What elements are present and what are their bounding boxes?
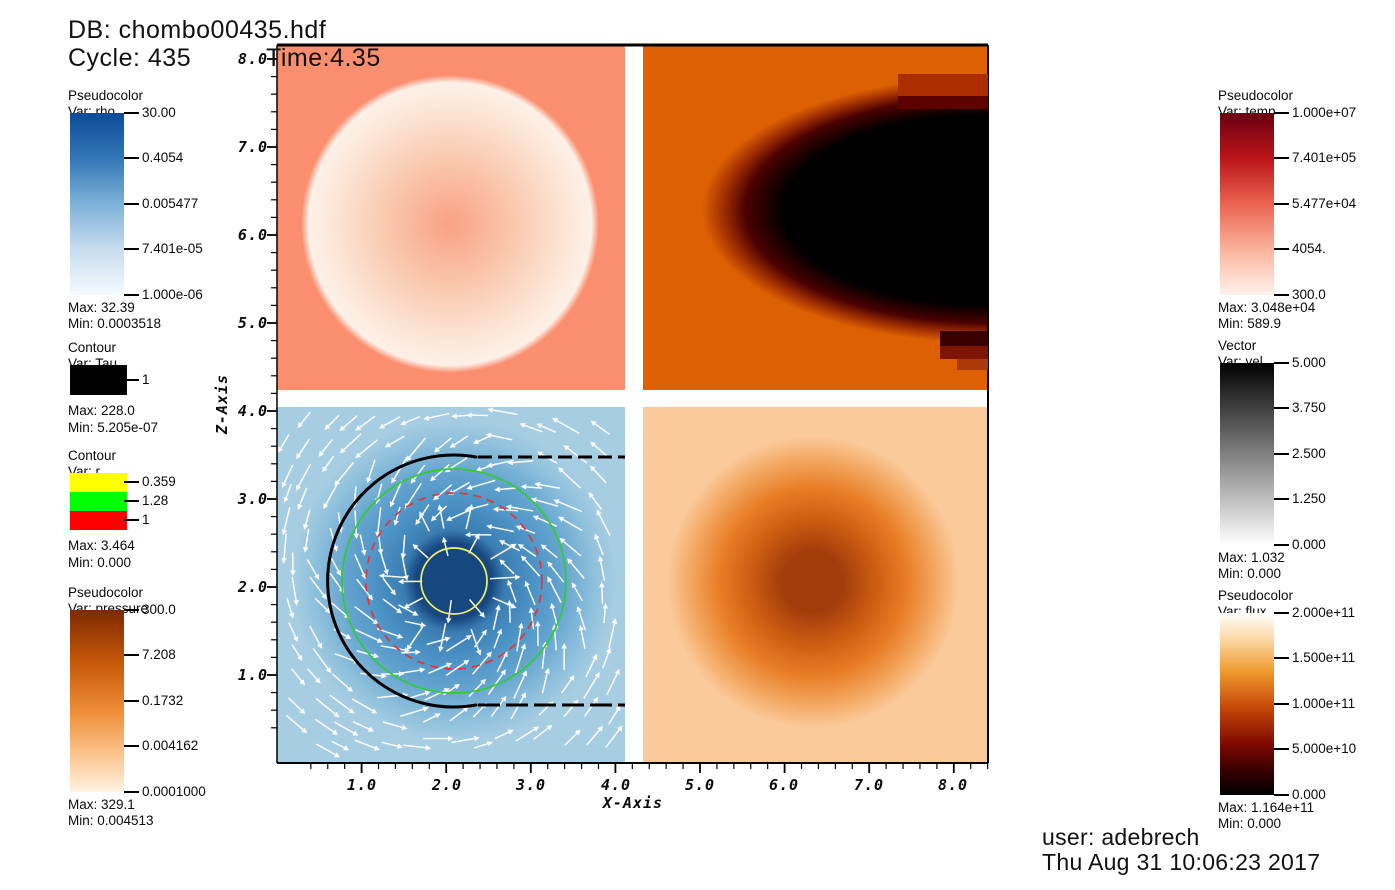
colorbar-tick: 2.500 xyxy=(1274,446,1326,461)
z-tick-label: 7.0 xyxy=(237,138,268,156)
legend-max: Max: 3.048e+04 xyxy=(1218,300,1316,315)
z-axis-title: Z-Axis xyxy=(213,373,231,435)
quadrant-top-right-flux-slice[interactable] xyxy=(643,45,988,390)
x-tick-label: 7.0 xyxy=(853,776,885,794)
contour-tick: 0.359 xyxy=(124,474,176,489)
legend-min: Min: 0.000 xyxy=(1218,566,1282,581)
colorbar-tick: 5.000 xyxy=(1274,355,1326,370)
x-tick-label: 1.0 xyxy=(346,776,378,794)
legend-type: Pseudocolor xyxy=(68,88,144,103)
colorbar-tick: 0.000 xyxy=(1274,787,1326,802)
z-tick-label: 2.0 xyxy=(237,578,268,596)
contour-swatch-red xyxy=(70,511,127,530)
colorbar-tick: 0.005477 xyxy=(124,196,198,211)
legend-type: Contour xyxy=(68,340,117,355)
colorbar-rho xyxy=(70,113,124,295)
z-tick-label: 4.0 xyxy=(237,402,268,420)
z-tick-label: 5.0 xyxy=(237,314,268,332)
time-label: Time:4.35 xyxy=(266,44,381,72)
colorbar-tick: 0.0001000 xyxy=(124,784,206,799)
colorbar-tick: 0.1732 xyxy=(124,693,183,708)
timestamp-label: Thu Aug 31 10:06:23 2017 xyxy=(1042,849,1321,875)
contour-tick: 1 xyxy=(124,372,150,387)
database-title: DB: chombo00435.hdf xyxy=(68,16,327,44)
x-tick-label: 2.0 xyxy=(431,776,463,794)
z-tick-label: 6.0 xyxy=(237,226,268,244)
colorbar-tick: 1.500e+11 xyxy=(1274,650,1355,665)
legend-max: Max: 1.164e+11 xyxy=(1218,800,1315,815)
x-tick-label: 3.0 xyxy=(515,776,547,794)
colorbar-tick: 300.0 xyxy=(124,602,176,617)
legend-type: Pseudocolor xyxy=(1218,588,1294,603)
x-tick-label: 6.0 xyxy=(768,776,800,794)
colorbar-tick: 3.750 xyxy=(1274,400,1326,415)
contour-tick: 1.28 xyxy=(124,493,168,508)
x-tick-label: 8.0 xyxy=(937,776,969,794)
quadrant-bottom-right-pressure-slice[interactable] xyxy=(643,407,988,763)
legend-max: Max: 1.032 xyxy=(1218,550,1285,565)
colorbar-tick: 2.000e+11 xyxy=(1274,605,1355,620)
colorbar-flux xyxy=(1220,613,1274,795)
colorbar-tick: 5.477e+04 xyxy=(1274,196,1356,211)
z-tick-label: 3.0 xyxy=(237,490,268,508)
contour-swatch-yellow xyxy=(70,473,127,492)
legend-type: Pseudocolor xyxy=(1218,88,1294,103)
legend-max: Max: 228.0 xyxy=(68,403,135,418)
legend-min: Min: 0.000 xyxy=(68,555,132,570)
colorbar-tick: 300.0 xyxy=(1274,287,1326,302)
legend-type: Pseudocolor xyxy=(68,585,144,600)
colorbar-tick: 0.4054 xyxy=(124,150,183,165)
quadrant-top-left-temp-slice[interactable] xyxy=(277,45,625,390)
colorbar-vel xyxy=(1220,363,1274,545)
colorbar-tick: 7.208 xyxy=(124,647,176,662)
user-label: user: adebrech xyxy=(1042,824,1200,850)
colorbar-tick: 30.00 xyxy=(124,105,176,120)
colorbar-tick: 7.401e-05 xyxy=(124,241,203,256)
z-tick-label: 1.0 xyxy=(237,666,268,684)
colorbar-tick: 5.000e+10 xyxy=(1274,741,1356,756)
legend-type: Vector xyxy=(1218,338,1257,353)
colorbar-pressure xyxy=(70,610,124,792)
x-axis-title: X-Axis xyxy=(602,794,664,812)
colorbar-tick: 1.000e-06 xyxy=(124,287,203,302)
colorbar-temp xyxy=(1220,113,1274,295)
colorbar-tick: 1.000e+11 xyxy=(1274,696,1355,711)
quadrant-bottom-left-rho-slice[interactable] xyxy=(277,407,625,763)
legend-min: Min: 0.004513 xyxy=(68,813,154,828)
contour-swatch-tau xyxy=(70,365,127,395)
x-tick-label: 5.0 xyxy=(684,776,716,794)
legend-max: Max: 329.1 xyxy=(68,797,135,812)
legend-min: Min: 5.205e-07 xyxy=(68,420,159,435)
colorbar-tick: 1.000e+07 xyxy=(1274,105,1356,120)
legend-max: Max: 32.39 xyxy=(68,300,135,315)
cycle-label: Cycle: 435 xyxy=(68,44,192,72)
colorbar-tick: 4054. xyxy=(1274,241,1326,256)
colorbar-tick: 7.401e+05 xyxy=(1274,150,1356,165)
z-tick-label: 8.0 xyxy=(237,50,268,68)
contour-swatch-green xyxy=(70,492,127,511)
legend-min: Min: 0.0003518 xyxy=(68,316,162,331)
x-tick-label: 4.0 xyxy=(600,776,632,794)
contour-tick: 1 xyxy=(124,512,150,527)
legend-max: Max: 3.464 xyxy=(68,538,135,553)
colorbar-tick: 0.000 xyxy=(1274,537,1326,552)
legend-type: Contour xyxy=(68,448,117,463)
colorbar-tick: 0.004162 xyxy=(124,738,198,753)
legend-min: Min: 589.9 xyxy=(1218,316,1282,331)
legend-min: Min: 0.000 xyxy=(1218,816,1282,831)
colorbar-tick: 1.250 xyxy=(1274,491,1326,506)
